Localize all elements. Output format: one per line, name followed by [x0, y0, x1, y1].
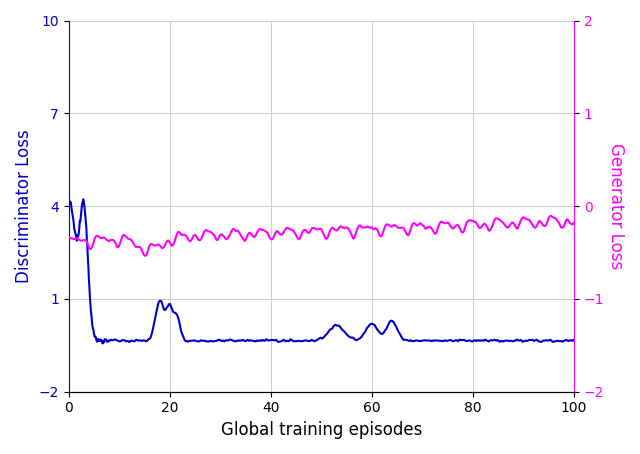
X-axis label: Global training episodes: Global training episodes: [221, 421, 422, 439]
Y-axis label: Generator Loss: Generator Loss: [607, 143, 625, 269]
Y-axis label: Discriminator Loss: Discriminator Loss: [15, 129, 33, 283]
